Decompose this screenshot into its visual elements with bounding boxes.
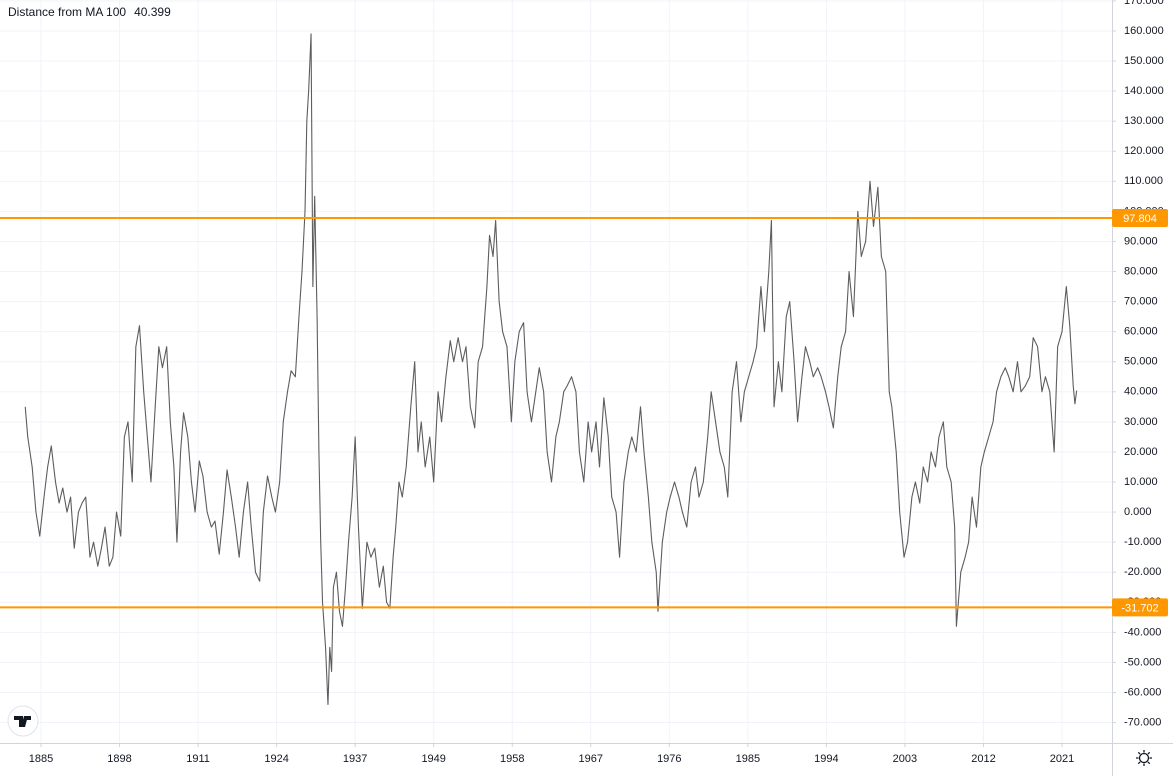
y-tick-label: 150.000 [1124, 55, 1164, 67]
x-tick-label: 2012 [971, 753, 995, 765]
y-tick-label: 120.000 [1124, 145, 1164, 157]
x-tick-label: 1994 [814, 753, 838, 765]
y-tick-label: -70.000 [1124, 716, 1161, 728]
y-tick-label: 10.000 [1124, 476, 1158, 488]
y-tick-label: 160.000 [1124, 25, 1164, 37]
y-tick-label: 30.000 [1124, 416, 1158, 428]
y-tick-label: 140.000 [1124, 85, 1164, 97]
y-tick-label: 40.000 [1124, 386, 1158, 398]
levels: 97.804 -31.702 [0, 208, 1168, 617]
legend: Distance from MA 100 40.399 [8, 5, 171, 19]
gear-teeth [1136, 750, 1152, 766]
plot-area [24, 33, 1078, 706]
x-tick-label: 1967 [579, 753, 603, 765]
x-tick-label: 1937 [343, 753, 367, 765]
x-tick-label: 1885 [29, 753, 53, 765]
x-tick-label: 1949 [421, 753, 445, 765]
logo[interactable] [7, 705, 39, 737]
grid [0, 0, 1112, 743]
x-tick-label: 1976 [657, 753, 681, 765]
x-tick-label: 1898 [107, 753, 131, 765]
x-tick-label: 1924 [264, 753, 288, 765]
y-tick-label: 0.000 [1124, 506, 1152, 518]
x-tick-label: 1958 [500, 753, 524, 765]
x-tick-label: 1985 [736, 753, 760, 765]
level-label-box [1112, 208, 1168, 227]
y-tick-label: -50.000 [1124, 656, 1161, 668]
x-tick-label: 2003 [893, 753, 917, 765]
axes: -70.000-60.000-50.000-40.000-30.000-20.0… [29, 0, 1164, 765]
y-tick-label: -20.000 [1124, 566, 1161, 578]
y-tick-label: 60.000 [1124, 326, 1158, 338]
y-tick-label: 90.000 [1124, 235, 1158, 247]
y-tick-label: -60.000 [1124, 686, 1161, 698]
y-tick-label: 80.000 [1124, 265, 1158, 277]
indicator-name: Distance from MA 100 [8, 5, 126, 19]
x-tick-label: 1911 [186, 753, 210, 765]
settings-icon[interactable] [1136, 750, 1152, 766]
y-tick-label: 110.000 [1124, 175, 1163, 187]
y-tick-label: 70.000 [1124, 295, 1158, 307]
x-tick-label: 2021 [1050, 753, 1074, 765]
logo-mark [14, 716, 31, 727]
level-label-box [1112, 598, 1168, 617]
level-label: 97.804 [1123, 213, 1157, 225]
y-tick-label: 130.000 [1124, 115, 1164, 127]
y-tick-label: 20.000 [1124, 446, 1158, 458]
y-tick-label: -40.000 [1124, 626, 1161, 638]
series-line [24, 33, 1078, 706]
y-tick-label: 50.000 [1124, 356, 1158, 368]
y-tick-label: 170.000 [1124, 0, 1164, 7]
level-label: -31.702 [1121, 602, 1158, 614]
indicator-value: 40.399 [134, 5, 171, 19]
y-tick-label: -10.000 [1124, 536, 1161, 548]
gear-ring [1138, 752, 1150, 764]
